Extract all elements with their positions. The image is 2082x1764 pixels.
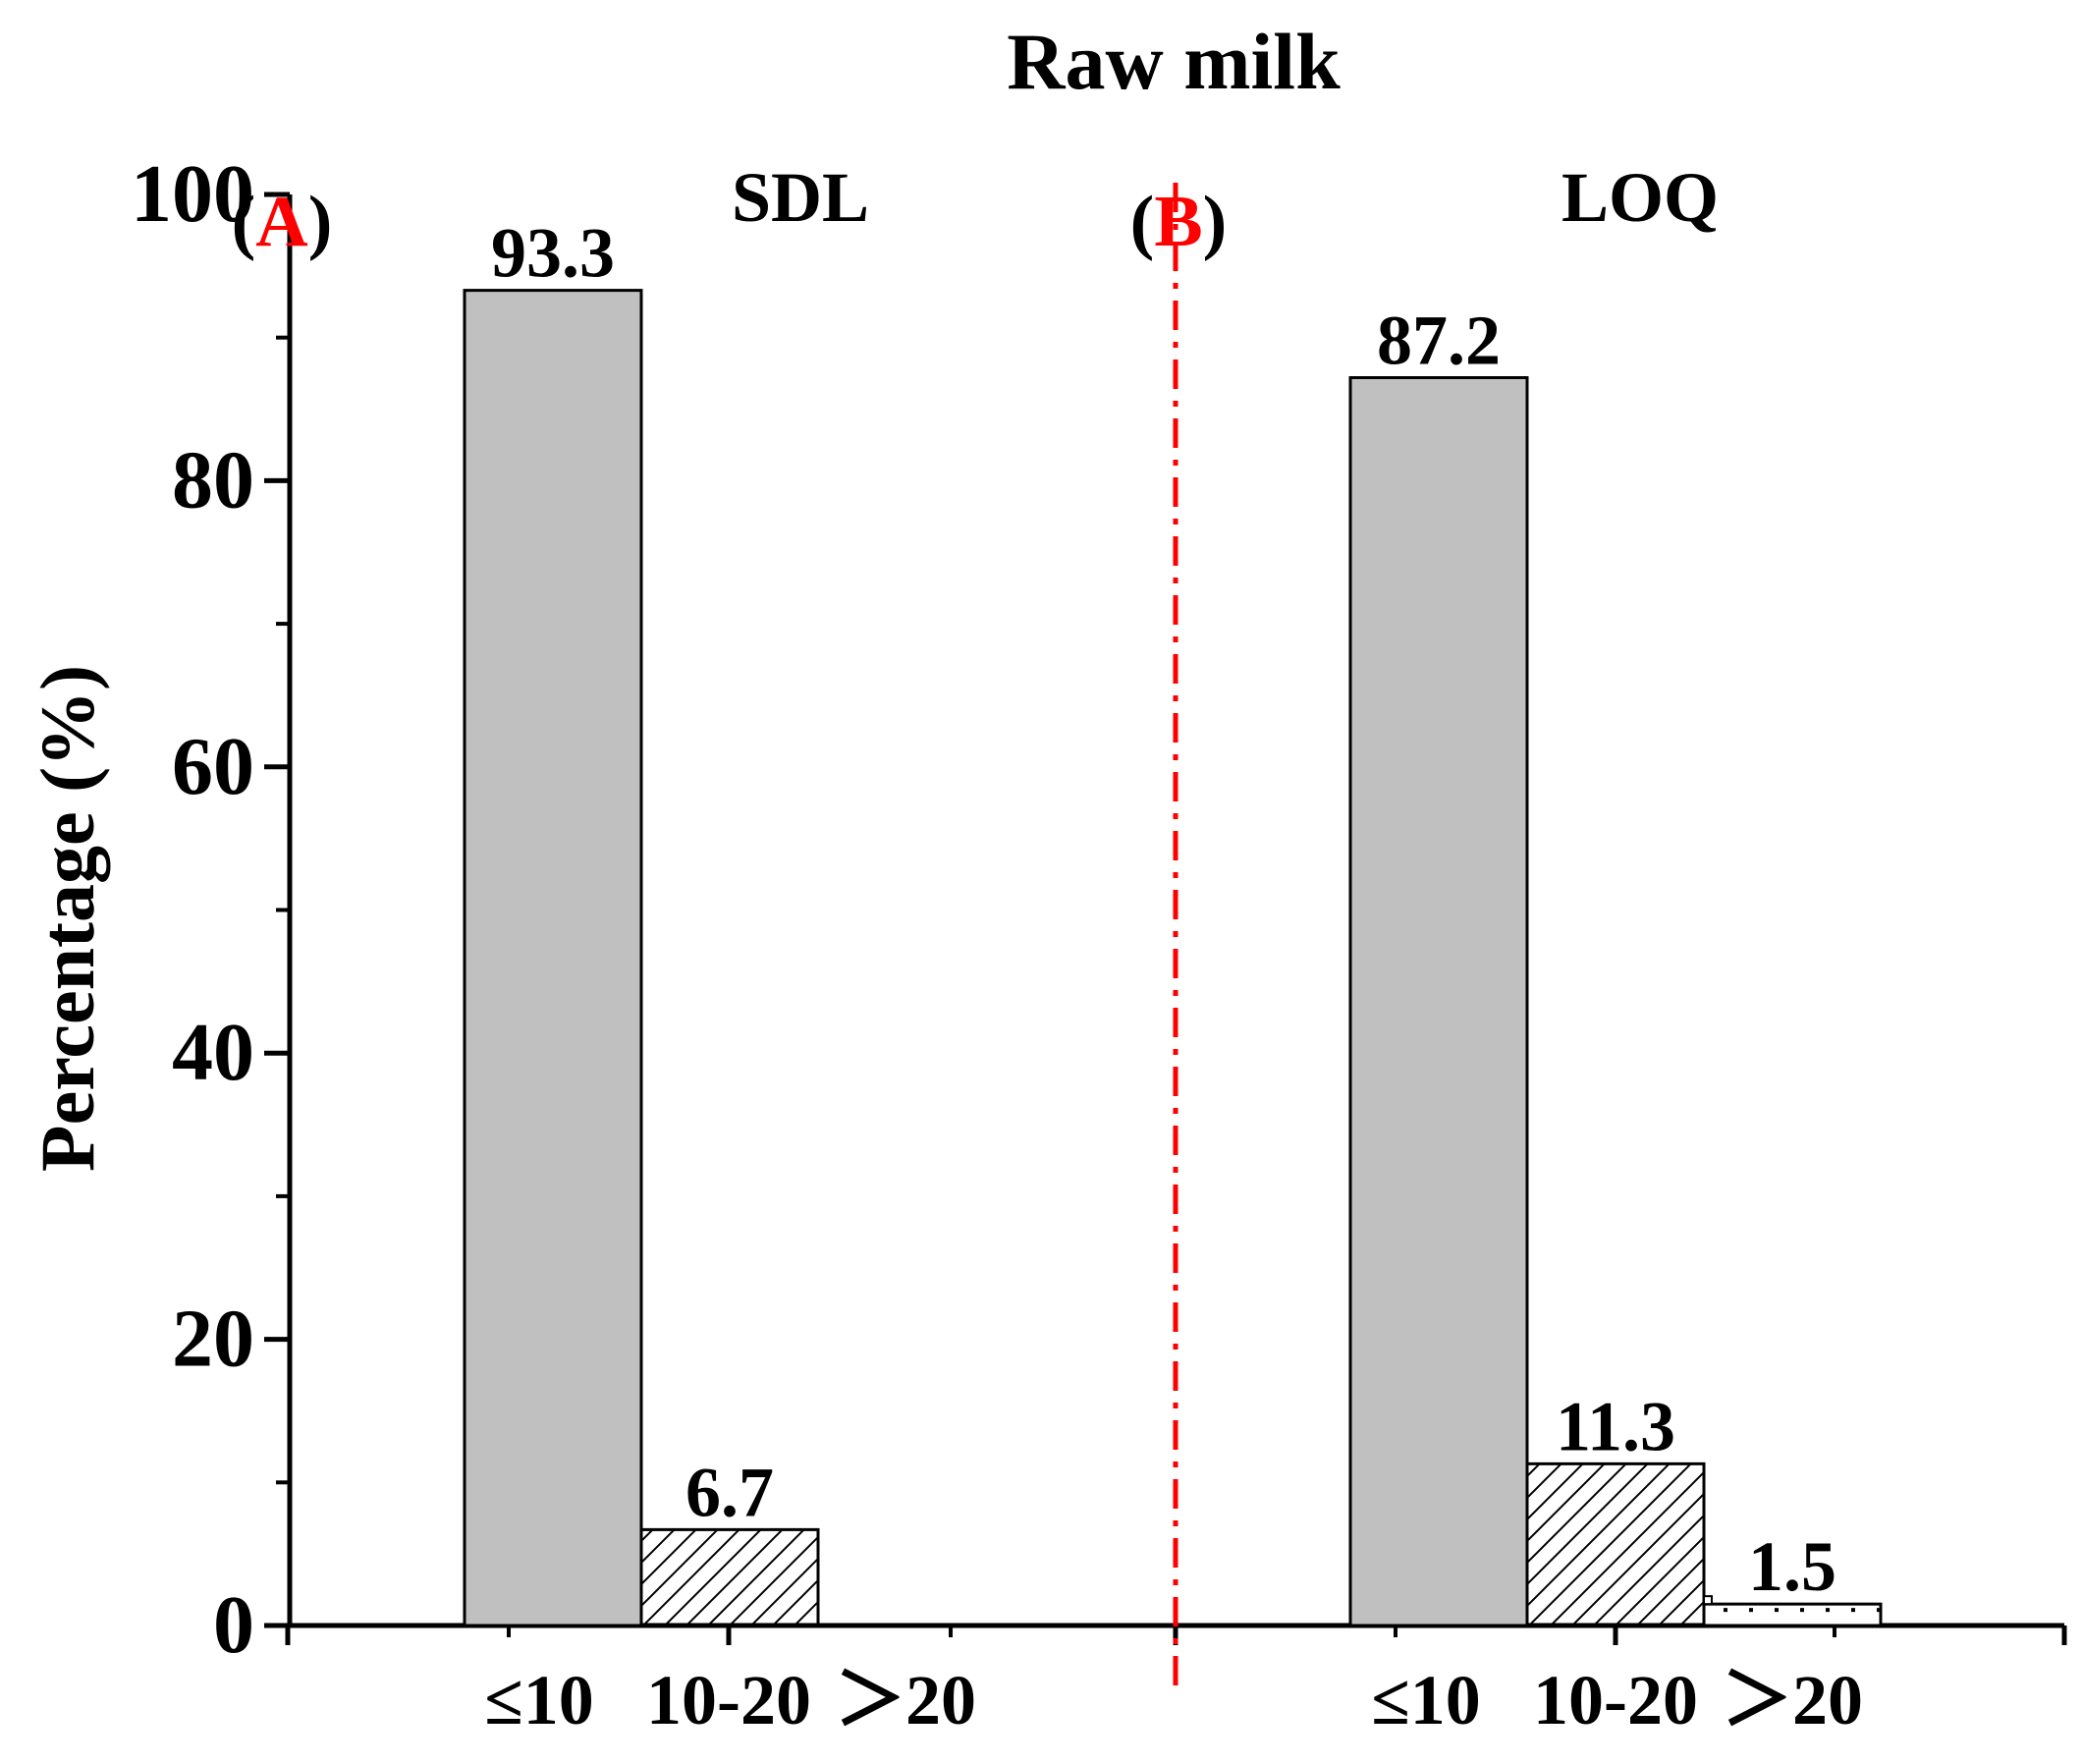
bar-value-label: 11.3: [1556, 1387, 1675, 1465]
bar-dot: [1877, 1608, 1881, 1613]
bar-dot: [1749, 1608, 1753, 1613]
bar-marker: [1703, 1595, 1713, 1606]
panel-letter: (A): [232, 182, 333, 262]
plot-area: 0 20 40 60 80 100(A) SDL 93.3 6.7 ≤10 10-20 ＞20 (B) L…: [131, 148, 2067, 1739]
bar-value-label: 1.5: [1748, 1527, 1836, 1606]
bar-dot: [1724, 1608, 1727, 1613]
x-category-label: ＞20: [1722, 1661, 1863, 1739]
y-axis-label: Percentage (%): [25, 665, 110, 1172]
x-category-label: ＞20: [835, 1661, 976, 1739]
bar-dot: [1800, 1608, 1804, 1613]
y-tick-label: 60: [172, 721, 254, 812]
y-tick-label: 80: [172, 434, 254, 525]
bar-dot: [1851, 1608, 1855, 1613]
bar-value-label: 87.2: [1377, 301, 1501, 379]
y-tick-label: 40: [172, 1007, 254, 1098]
bar: [463, 289, 643, 1627]
panel-label: SDL: [732, 158, 869, 237]
bar-dot: [1775, 1608, 1779, 1613]
bar-value-label: 93.3: [491, 214, 615, 293]
panel-label: LOQ: [1562, 158, 1719, 237]
bar-value-label: 6.7: [685, 1453, 774, 1531]
x-category-label: 10-20: [1533, 1661, 1698, 1739]
y-tick-label: 100: [131, 148, 254, 240]
x-category-label: ≤10: [1371, 1661, 1481, 1739]
bar: [1702, 1602, 1883, 1627]
panel-letter: (B): [1130, 182, 1228, 262]
bar: [1525, 1461, 1706, 1627]
y-tick-label: 20: [172, 1294, 254, 1385]
bar-dot: [1826, 1608, 1830, 1613]
bar: [1348, 375, 1529, 1627]
y-tick-label: 0: [213, 1579, 254, 1671]
x-category-label: 10-20: [646, 1661, 811, 1739]
x-category-label: ≤10: [484, 1661, 594, 1739]
bar: [639, 1527, 820, 1627]
chart-title: Raw milk: [1007, 17, 1341, 106]
